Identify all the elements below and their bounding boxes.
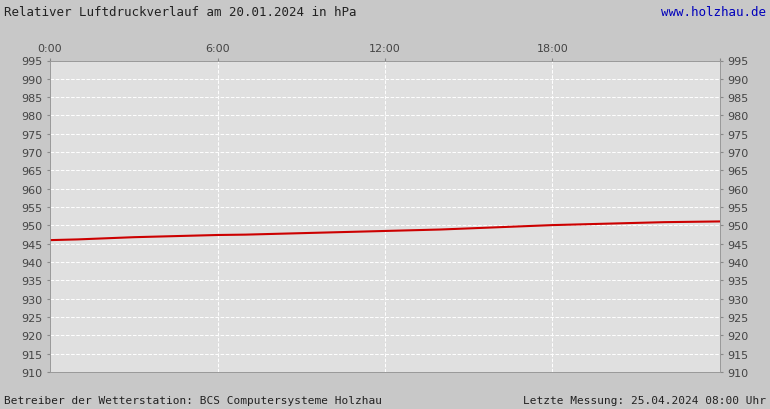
Text: Letzte Messung: 25.04.2024 08:00 Uhr: Letzte Messung: 25.04.2024 08:00 Uhr: [523, 395, 766, 405]
Text: Betreiber der Wetterstation: BCS Computersysteme Holzhau: Betreiber der Wetterstation: BCS Compute…: [4, 395, 382, 405]
Text: Relativer Luftdruckverlauf am 20.01.2024 in hPa: Relativer Luftdruckverlauf am 20.01.2024…: [4, 6, 357, 19]
Text: www.holzhau.de: www.holzhau.de: [661, 6, 766, 19]
